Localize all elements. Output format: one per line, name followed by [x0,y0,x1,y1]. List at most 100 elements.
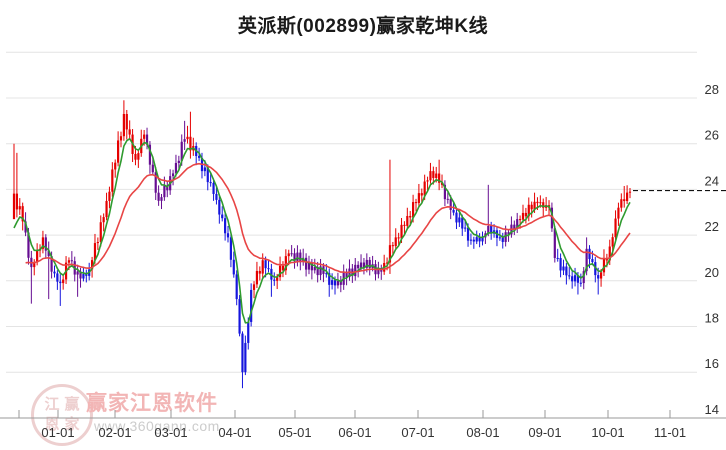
candle-body [276,277,279,281]
candle-body [478,237,481,242]
candle-body [177,160,180,164]
candle-body [134,153,137,160]
y-axis-label: 20 [705,265,719,280]
candle-body [119,136,123,141]
candle-body [481,237,484,242]
candle-body [267,268,270,270]
candle-body [565,266,568,276]
candle-body [328,273,331,285]
x-axis-label: 04-01 [218,425,251,440]
candle-body [143,134,146,139]
candle-body [377,267,380,275]
candle-body [290,253,293,255]
candle-body [278,265,282,278]
y-axis-label: 22 [705,219,719,234]
x-axis-label: 02-01 [98,425,131,440]
y-axis-label: 24 [705,173,719,188]
candle-body [455,212,458,223]
candle-body [357,264,360,269]
candle-body [163,185,166,198]
candle-body [452,209,455,213]
candle-body [599,272,603,279]
candle-body [287,253,290,257]
candle-body [435,173,438,178]
candle-body [128,129,131,135]
candle-body [252,284,256,290]
candle-body [602,258,606,273]
candle-body [212,183,215,194]
candle-body [85,274,88,276]
candle-body [247,321,250,343]
candle-body [12,193,16,220]
candle-body [626,192,629,202]
candle-body [56,273,59,282]
seal-char: 恩 [44,416,60,433]
candle-body [15,193,18,210]
candle-body [331,280,334,285]
candle-body [250,289,253,322]
candle-body [614,218,617,238]
candle-body [362,262,366,268]
candle-body [255,270,259,285]
candle-body [472,239,475,242]
candle-body [183,139,186,142]
candle-body [137,153,140,160]
seal-char: 家 [64,416,80,433]
candle-body [154,172,157,193]
candle-body [281,265,285,271]
candle-body [21,206,24,222]
candle-body [114,162,117,170]
candle-body [464,227,467,229]
candle-body [33,262,36,268]
candle-body [409,215,412,218]
candle-body [475,237,478,242]
candle-body [530,204,533,210]
candle-body [354,264,357,277]
candle-body [125,113,128,130]
candle-body [368,259,371,269]
candle-body [519,219,522,221]
candle-body [157,192,160,201]
candle-body [388,245,392,263]
candle-body [524,212,527,217]
candle-body [76,271,79,275]
candle-body [385,262,389,264]
candle-body [507,232,510,235]
x-axis-label: 07-01 [401,425,434,440]
candle-body [238,299,241,334]
candle-body [206,167,209,183]
candle-body [562,266,565,271]
candle-body [504,232,507,242]
candle-body [423,181,426,196]
candle-body [296,252,299,262]
candle-body [102,217,105,223]
candle-body [443,184,447,200]
candle-body [47,250,50,257]
watermark-brand-text: 赢家江恩软件 [86,392,218,415]
candle-body [620,199,623,208]
candle-body [571,276,574,282]
page-title: 英派斯(002899)赢家乾坤K线 [237,16,489,37]
y-axis-label: 28 [705,82,719,97]
candle-body [226,233,230,238]
candle-body [336,281,340,286]
ma-slow-line [25,162,631,274]
candle-body [229,237,233,260]
candle-body [585,248,588,272]
candle-body [446,198,449,200]
candle-body [117,140,120,163]
candle-body [414,202,418,204]
x-axis-label: 05-01 [278,425,311,440]
y-axis-label: 18 [705,311,719,326]
candle-body [145,134,149,145]
candle-body [559,258,562,271]
candle-body [394,237,397,247]
candle-body [319,266,322,276]
candle-body [333,280,337,286]
candle-body [235,274,238,300]
candle-body [24,221,27,233]
candle-body [93,243,97,261]
candle-body [273,279,276,281]
candle-body [438,173,441,183]
candle-body [400,224,403,239]
